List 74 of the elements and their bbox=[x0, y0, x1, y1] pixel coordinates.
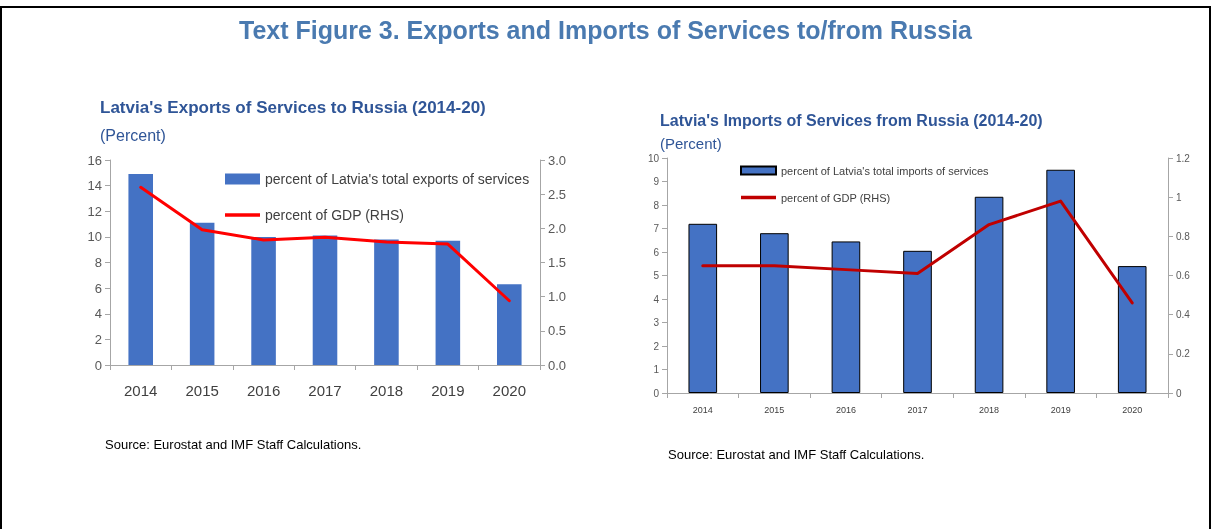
y-tick-label: 14 bbox=[87, 178, 102, 194]
bar bbox=[1117, 266, 1147, 393]
bar bbox=[189, 222, 215, 365]
y2-tick-label: 0.2 bbox=[1176, 348, 1191, 360]
y-tick-label: 5 bbox=[653, 270, 660, 281]
y2-tick-label: 0.0 bbox=[548, 357, 567, 373]
x-tick-label: 2017 bbox=[907, 404, 928, 415]
x-tick-label: 2018 bbox=[369, 382, 404, 399]
x-tick-label: 2015 bbox=[764, 404, 785, 415]
x-tick-label: 2019 bbox=[431, 382, 465, 399]
y-tick-label: 10 bbox=[87, 229, 102, 245]
y2-tick-label: 0.5 bbox=[548, 323, 567, 339]
y-tick-label: 9 bbox=[653, 176, 660, 187]
y2-tick-label: 1 bbox=[1176, 191, 1182, 203]
bar bbox=[760, 233, 789, 393]
bar bbox=[903, 250, 932, 393]
bar bbox=[974, 196, 1004, 393]
source-note: Source: Eurostat and IMF Staff Calculations. bbox=[105, 437, 362, 452]
y2-tick-label: 1.5 bbox=[548, 255, 567, 270]
bar bbox=[1046, 169, 1075, 393]
y-tick-label: 6 bbox=[94, 280, 102, 296]
y2-tick-label: 0 bbox=[1176, 387, 1182, 399]
y-tick-label: 10 bbox=[647, 152, 660, 164]
x-tick-label: 2014 bbox=[124, 382, 158, 399]
x-tick-label: 2017 bbox=[308, 382, 342, 399]
y2-tick-label: 2.5 bbox=[548, 186, 567, 202]
line-series bbox=[139, 185, 511, 303]
y2-tick-label: 0.6 bbox=[1176, 270, 1191, 281]
y2-tick-label: 0.8 bbox=[1176, 230, 1191, 242]
y-tick-label: 6 bbox=[653, 246, 660, 258]
legend-label: percent of Latvia's total exports of services bbox=[265, 171, 530, 187]
chart-title: Latvia's Exports of Services to Russia (2014-20) bbox=[100, 98, 486, 117]
chart-title: Latvia's Imports of Services from Russia (2014-20) bbox=[660, 111, 1043, 129]
x-tick-label: 2020 bbox=[492, 382, 526, 399]
x-tick-label: 2016 bbox=[835, 404, 856, 415]
y-tick-label: 3 bbox=[653, 317, 660, 328]
bar bbox=[831, 241, 861, 393]
y-tick-label: 0 bbox=[94, 357, 102, 373]
y-tick-label: 0 bbox=[653, 387, 660, 399]
y-tick-label: 8 bbox=[94, 255, 102, 270]
y2-tick-label: 1.0 bbox=[548, 289, 567, 305]
y-tick-label: 1 bbox=[653, 364, 660, 375]
source-note: Source: Eurostat and IMF Staff Calculations. bbox=[668, 447, 925, 462]
text: Text Figure 3. Exports and Imports of Services to/from Russia bbox=[237, 16, 973, 45]
x-tick-label: 2014 bbox=[692, 404, 713, 415]
bar bbox=[312, 235, 338, 365]
x-tick-label: 2016 bbox=[246, 382, 281, 399]
y-tick-label: 4 bbox=[94, 306, 102, 322]
y-tick-label: 7 bbox=[653, 223, 660, 234]
bar bbox=[128, 174, 153, 365]
x-tick-label: 2020 bbox=[1122, 404, 1143, 415]
chart-subtitle: (Percent) bbox=[660, 135, 722, 152]
chart-subtitle: (Percent) bbox=[100, 126, 166, 144]
bar bbox=[497, 284, 522, 365]
bar bbox=[435, 240, 461, 365]
legend-label: percent of GDP (RHS) bbox=[781, 191, 891, 204]
bar bbox=[688, 223, 718, 393]
y-tick-label: 4 bbox=[653, 293, 660, 305]
y2-tick-label: 3.0 bbox=[548, 152, 567, 168]
y-tick-label: 8 bbox=[653, 199, 660, 211]
x-tick-label: 2015 bbox=[185, 382, 219, 399]
legend-label: percent of GDP (RHS) bbox=[265, 207, 405, 223]
y-tick-label: 2 bbox=[653, 340, 660, 352]
y-tick-label: 16 bbox=[87, 152, 102, 168]
y-tick-label: 12 bbox=[87, 203, 102, 219]
bar bbox=[374, 239, 399, 365]
x-tick-label: 2019 bbox=[1050, 404, 1071, 415]
y-tick-label: 2 bbox=[94, 331, 102, 347]
legend-label: percent of Latvia's total imports of services bbox=[781, 164, 990, 177]
y2-tick-label: 1.2 bbox=[1176, 152, 1191, 164]
y2-tick-label: 2.0 bbox=[548, 220, 567, 236]
x-tick-label: 2018 bbox=[979, 404, 1000, 415]
bar bbox=[251, 236, 276, 365]
y2-tick-label: 0.4 bbox=[1176, 309, 1191, 321]
